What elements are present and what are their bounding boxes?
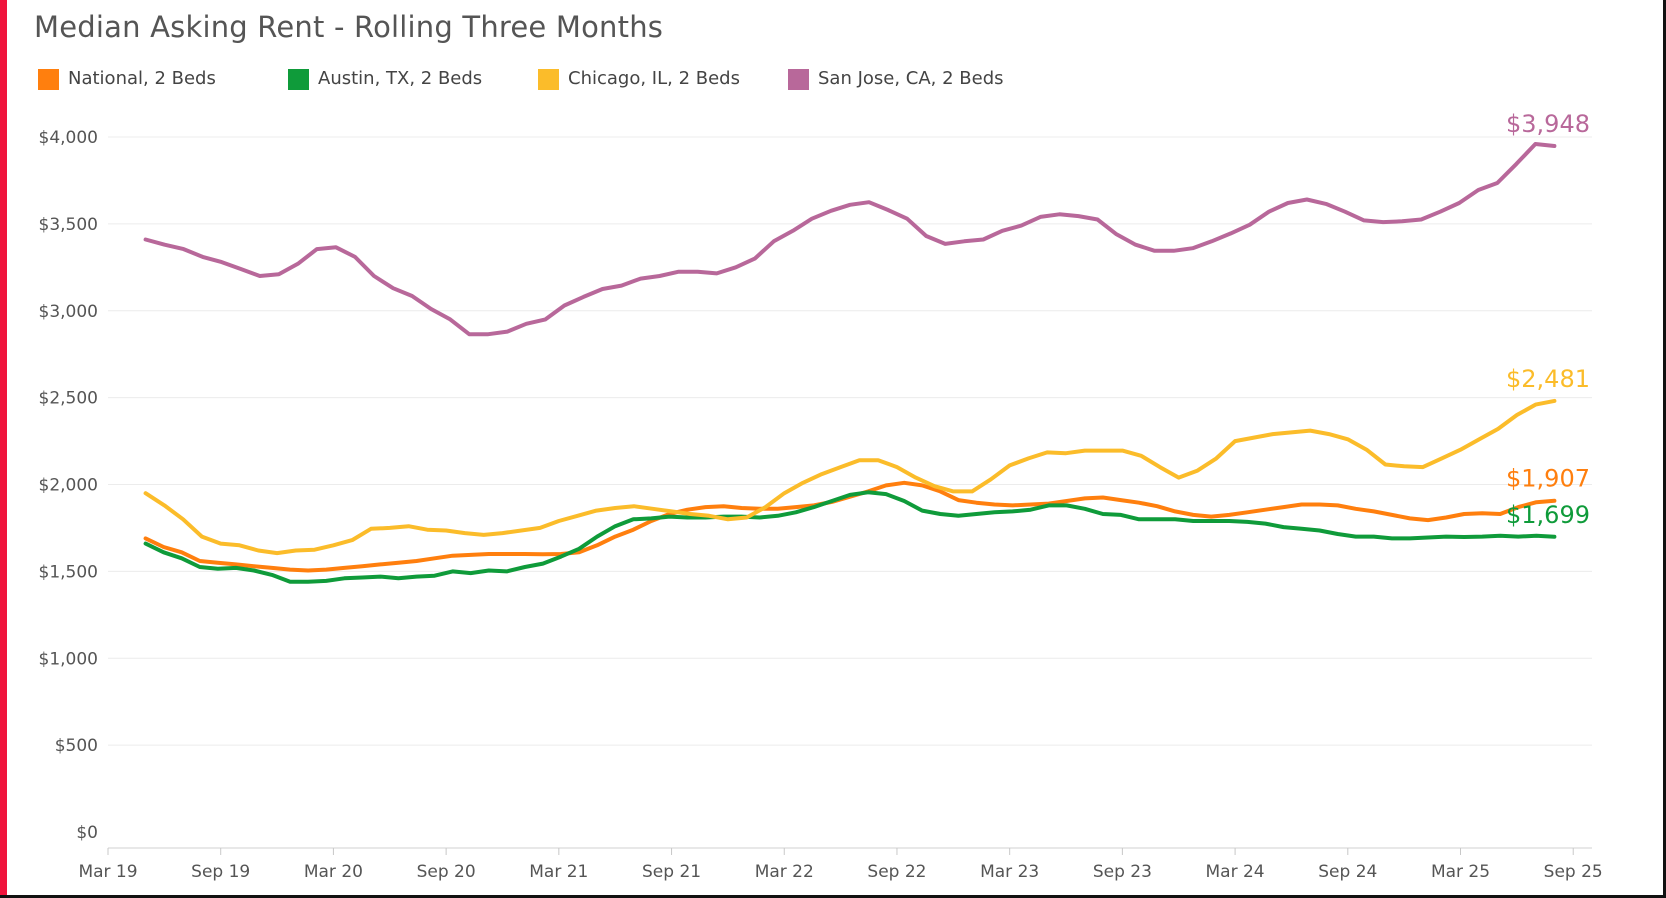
legend-label-national: National, 2 Beds [68, 68, 216, 89]
x-tick-label: Mar 21 [529, 862, 588, 882]
series-line-austin [143, 490, 1557, 584]
x-tick-label: Mar 20 [304, 862, 363, 882]
x-tick-label: Sep 21 [642, 862, 701, 882]
y-tick-label: $2,000 [39, 476, 98, 496]
y-tick-label: $2,500 [39, 389, 98, 409]
series-line-san-jose [143, 142, 1557, 337]
x-tick-label: Sep 22 [867, 862, 926, 882]
end-label-national: $1,907 [1506, 465, 1590, 493]
frame-border-right [1663, 0, 1666, 898]
legend-swatch-national [38, 69, 59, 90]
y-tick-label: $0 [76, 823, 98, 843]
legend-label-san-jose: San Jose, CA, 2 Beds [818, 68, 1004, 89]
x-tick-label: Mar 25 [1431, 862, 1490, 882]
y-tick-label: $500 [55, 736, 98, 756]
end-label-austin: $1,699 [1506, 501, 1590, 529]
x-tick-label: Sep 23 [1093, 862, 1152, 882]
y-tick-label: $3,500 [39, 215, 98, 235]
y-tick-label: $1,000 [39, 649, 98, 669]
x-tick-label: Sep 19 [191, 862, 250, 882]
x-tick-label: Mar 23 [980, 862, 1039, 882]
legend-label-chicago: Chicago, IL, 2 Beds [568, 68, 740, 89]
legend-swatch-austin [288, 69, 309, 90]
y-tick-label: $3,000 [39, 302, 98, 322]
y-tick-label: $1,500 [39, 562, 98, 582]
legend-label-austin: Austin, TX, 2 Beds [318, 68, 483, 89]
x-tick-label: Sep 20 [417, 862, 476, 882]
x-tick-label: Mar 24 [1206, 862, 1265, 882]
legend-swatch-san-jose [788, 69, 809, 90]
chart-title: Median Asking Rent - Rolling Three Month… [34, 10, 664, 44]
accent-bar [0, 0, 7, 898]
frame-border-bottom [0, 895, 1666, 898]
end-label-san-jose: $3,948 [1506, 110, 1590, 138]
x-tick-label: Mar 19 [78, 862, 137, 882]
y-tick-label: $4,000 [39, 128, 98, 148]
end-label-chicago: $2,481 [1506, 365, 1590, 393]
legend-swatch-chicago [538, 69, 559, 90]
x-tick-label: Sep 25 [1544, 862, 1603, 882]
series-line-chicago [143, 398, 1557, 556]
x-tick-label: Sep 24 [1318, 862, 1377, 882]
x-tick-label: Mar 22 [755, 862, 814, 882]
